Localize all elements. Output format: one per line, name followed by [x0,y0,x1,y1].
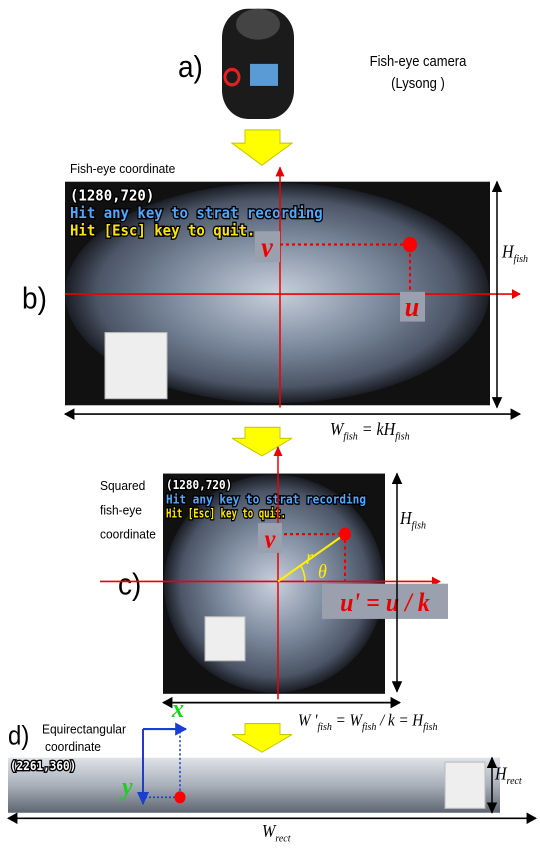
overlay-text: Hit any key to strat recording [166,492,366,507]
overlay-text: Hit [Esc] key to quit. [70,222,255,240]
math-sub: fish [395,431,409,443]
overlay-text: Hit any key to strat recording [70,204,323,222]
panel-title: coordinate [45,740,101,755]
math-sub: fish [317,722,331,734]
width-label: Wrect [262,821,292,844]
caption: (Lysong ) [391,76,445,92]
point [339,528,351,541]
panel-title: coordinate [100,527,156,542]
panel-label: c) [118,567,141,602]
panel-label: d) [8,721,29,750]
height-label: Hfish [501,242,528,265]
camera-screen [250,64,278,86]
caption: Fish-eye camera [370,54,467,70]
panel-title: fish-eye [100,503,142,518]
panel-label: b) [22,281,47,316]
panel-title: Equirectangular [42,722,126,737]
width-label: W 'fish = Wfish / k = Hfish [298,712,438,733]
point [175,791,186,803]
math-sub: fish [514,254,528,266]
v-label: v [265,525,276,553]
x-label: x [171,695,184,723]
flow-arrow [232,427,292,456]
width-label: Wfish = kHfish [330,419,410,442]
panel-b: Fish-eye coordinate b) (1280,720) Hit an… [22,161,528,456]
math-sub: fish [423,722,437,734]
overlay-text: (1280,720) [70,187,154,205]
photo-face [205,617,245,661]
overlay-text: Hit [Esc] key to quit. [166,506,286,521]
math: W ' [298,712,318,730]
height-label: Hrect [494,764,523,787]
math: / k = H [376,712,424,730]
equirect-image [8,758,500,813]
math: = W [332,712,364,730]
math-sub: rect [507,776,523,788]
u-label: u [405,291,419,322]
panel-title: Squared [100,479,145,494]
math: H [494,764,507,784]
math-sub: fish [343,431,357,443]
panel-a: a) Fish-eye camera (Lysong ) [178,9,467,165]
overlay-text: (2261,360) [10,758,76,773]
point [403,237,417,252]
math-sub: rect [275,833,291,845]
math: = kH [358,419,396,439]
u-prime-label: u' = u / k [340,589,430,617]
figure: a) Fish-eye camera (Lysong ) Fish-eye co… [0,0,540,848]
y-label: y [119,773,133,801]
math-sub: fish [362,722,376,734]
height-label: Hfish [399,509,426,532]
panel-d: d) Equirectangular coordinate (2261,360)… [8,695,536,845]
r-label: r [306,547,314,569]
photo-face [105,333,167,399]
photo-face [445,762,485,808]
math-sub: fish [412,520,426,532]
flow-arrow [232,724,292,753]
panel-c: Squared fish-eye coordinate c) (1280,720… [100,447,448,752]
camera-lens [236,9,280,40]
panel-label: a) [178,50,203,85]
v-label: v [261,231,273,262]
flow-arrow [232,130,292,165]
panel-title: Fish-eye coordinate [70,161,175,176]
math: H [399,509,412,529]
theta-label: θ [318,561,327,583]
overlay-text: (1280,720) [166,477,232,492]
math: H [501,242,514,262]
